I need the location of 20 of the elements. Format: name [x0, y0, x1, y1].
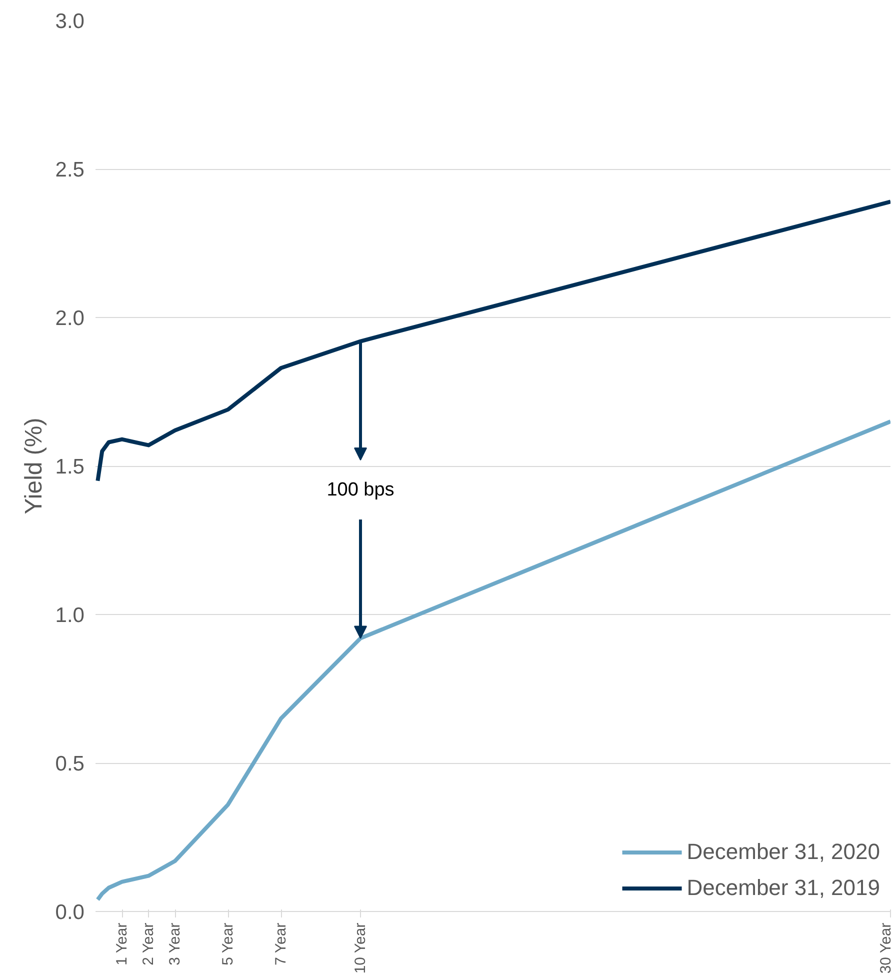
x-tick-label: 30 Year [878, 922, 894, 974]
x-tick-label: 10 Year [352, 922, 369, 974]
x-tick-label: 7 Year [272, 922, 290, 966]
y-tick-label: 0.5 [55, 752, 85, 776]
annotation: 100 bps [326, 479, 394, 500]
y-tick-label: 2.5 [55, 158, 85, 182]
legend-label: December 31, 2020 [686, 839, 880, 865]
y-axis-title: Yield (%) [20, 418, 48, 514]
x-tick-label: 1 Year [114, 922, 130, 966]
y-tick-label: 1.5 [55, 456, 85, 478]
y-tick-label: 3.0 [55, 10, 85, 33]
x-tick-label: 2 Year [140, 922, 157, 966]
x-tick-label: 3 Year [166, 922, 184, 966]
line-series [96, 419, 890, 902]
y-tick-label: 1.0 [55, 604, 85, 627]
line-series [96, 200, 890, 483]
y-tick-label: 2.0 [55, 307, 85, 330]
y-tick-label: 0.0 [55, 901, 85, 924]
legend-label: December 31, 2019 [686, 875, 880, 901]
x-tick-label: 5 Year [220, 922, 236, 966]
